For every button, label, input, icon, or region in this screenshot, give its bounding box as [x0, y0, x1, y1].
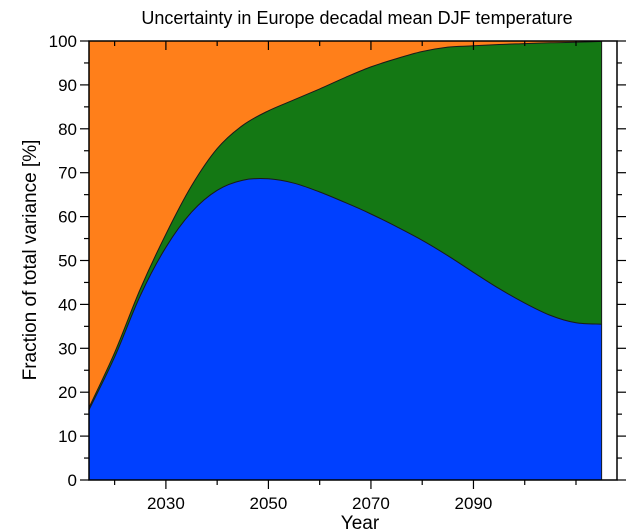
y-tick-label: 40 [58, 295, 77, 314]
y-tick-label: 90 [58, 76, 77, 95]
y-tick-label: 0 [68, 471, 77, 490]
y-tick-label: 50 [58, 252, 77, 271]
y-axis-title: Fraction of total variance [%] [20, 140, 41, 381]
x-tick-label: 2050 [250, 494, 288, 513]
plot-blank-strip [601, 41, 617, 480]
x-tick-label: 2090 [455, 494, 493, 513]
area-layer-2 [89, 41, 602, 410]
y-tick-label: 100 [49, 32, 77, 51]
plot-frame [88, 40, 618, 481]
y-tick-label: 30 [58, 339, 77, 358]
x-tick-label: 2070 [352, 494, 390, 513]
chart-title: Uncertainty in Europe decadal mean DJF t… [141, 8, 572, 28]
x-tick-label: 2030 [147, 494, 185, 513]
y-tick-label: 80 [58, 120, 77, 139]
y-tick-label: 10 [58, 427, 77, 446]
y-tick-label: 70 [58, 164, 77, 183]
y-tick-label: 60 [58, 208, 77, 227]
layer-boundary-line [88, 40, 602, 408]
area-layer-3 [89, 41, 602, 408]
layer-boundary-line [88, 178, 602, 411]
x-axis-title: Year [341, 513, 380, 531]
y-tick-label: 20 [58, 383, 77, 402]
area-layer-1 [89, 178, 602, 480]
plot-areas [88, 40, 617, 480]
